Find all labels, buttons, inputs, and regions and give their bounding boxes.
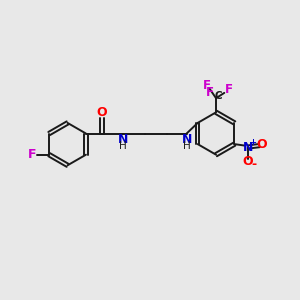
Text: N: N	[242, 141, 253, 154]
Text: H: H	[119, 141, 127, 151]
Text: N: N	[118, 134, 128, 146]
Text: F: F	[203, 79, 211, 92]
Text: O: O	[97, 106, 107, 119]
Text: O: O	[256, 138, 267, 151]
Text: F: F	[224, 83, 232, 96]
Text: O: O	[242, 155, 253, 168]
Text: +: +	[249, 138, 256, 147]
Text: C: C	[214, 91, 222, 101]
Text: N: N	[182, 134, 192, 146]
Text: H: H	[183, 141, 190, 151]
Text: F: F	[206, 86, 214, 99]
Text: -: -	[252, 158, 257, 171]
Text: F: F	[28, 148, 36, 161]
